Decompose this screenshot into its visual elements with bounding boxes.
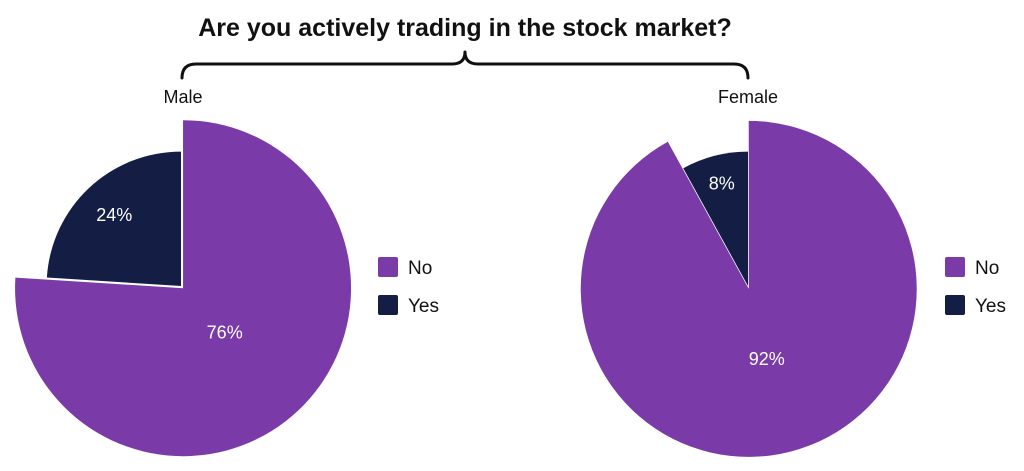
- value-label-female-yes: 8%: [709, 174, 735, 194]
- slice-male-yes: [46, 151, 182, 286]
- value-label-male-no: 76%: [207, 323, 243, 343]
- chart-title: Are you actively trading in the stock ma…: [198, 14, 732, 42]
- legend-male-yes-swatch: [378, 295, 398, 315]
- legend-female: No Yes: [945, 257, 1006, 317]
- legend-female-yes-swatch: [945, 295, 965, 315]
- legend-male-yes-label: Yes: [408, 296, 439, 317]
- legend-male-no-label: No: [408, 258, 432, 279]
- legend-female-yes-label: Yes: [975, 296, 1006, 317]
- legend-male-no-swatch: [378, 257, 398, 277]
- slice-female-no: [580, 120, 917, 457]
- slice-male-no: [15, 120, 352, 457]
- slice-female-yes: [683, 151, 748, 286]
- title-brace: [180, 50, 750, 80]
- value-label-male-yes: 24%: [96, 205, 132, 225]
- legend-male: No Yes: [378, 257, 439, 317]
- legend-female-no-swatch: [945, 257, 965, 277]
- pie-female: Female 92% 8% No Yes: [580, 87, 1006, 457]
- pie-female-title: Female: [718, 87, 778, 107]
- pie-male-title: Male: [163, 87, 202, 107]
- pie-male: Male 76% 24% No Yes: [15, 87, 439, 457]
- value-label-female-no: 92%: [749, 349, 785, 369]
- legend-female-no-label: No: [975, 258, 999, 279]
